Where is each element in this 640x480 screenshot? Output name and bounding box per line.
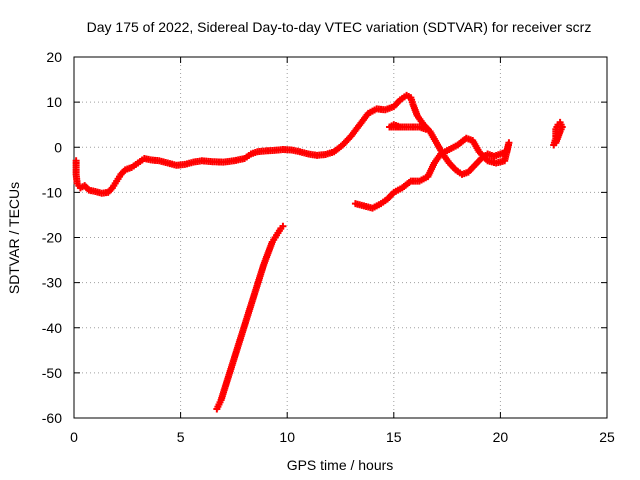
y-tick-label: 0 (54, 139, 62, 155)
data-point (552, 139, 560, 147)
x-tick-label: 15 (386, 429, 402, 445)
chart-title: Day 175 of 2022, Sidereal Day-to-day VTE… (87, 19, 592, 35)
series-late-cluster (550, 118, 566, 149)
y-tick-label: -30 (42, 275, 62, 291)
data-points (72, 91, 566, 413)
y-tick-label: -60 (42, 410, 62, 426)
data-point (422, 125, 430, 133)
plot-frame (73, 56, 608, 419)
data-point (279, 222, 287, 230)
x-tick-label: 20 (493, 429, 509, 445)
y-tick-labels: -60 -50 -40 -30 -20 -10 0 10 20 (42, 49, 62, 426)
y-tick-label: -50 (42, 365, 62, 381)
data-point (351, 200, 359, 208)
series-main-track (72, 91, 513, 212)
grid-lines (74, 57, 607, 418)
x-tick-label: 5 (177, 429, 185, 445)
axis-ticks (73, 56, 608, 419)
x-tick-label: 0 (70, 429, 78, 445)
x-tick-labels: 0 5 10 15 20 25 (70, 429, 615, 445)
y-tick-label: -40 (42, 320, 62, 336)
y-tick-label: -20 (42, 230, 62, 246)
x-tick-label: 25 (599, 429, 615, 445)
x-axis-label: GPS time / hours (287, 457, 394, 473)
y-tick-label: 10 (46, 94, 62, 110)
series-steep-segment (213, 222, 287, 413)
y-tick-label: 20 (46, 49, 62, 65)
y-axis-label: SDTVAR / TECUs (6, 182, 22, 294)
y-tick-label: -10 (42, 184, 62, 200)
x-tick-label: 10 (279, 429, 295, 445)
